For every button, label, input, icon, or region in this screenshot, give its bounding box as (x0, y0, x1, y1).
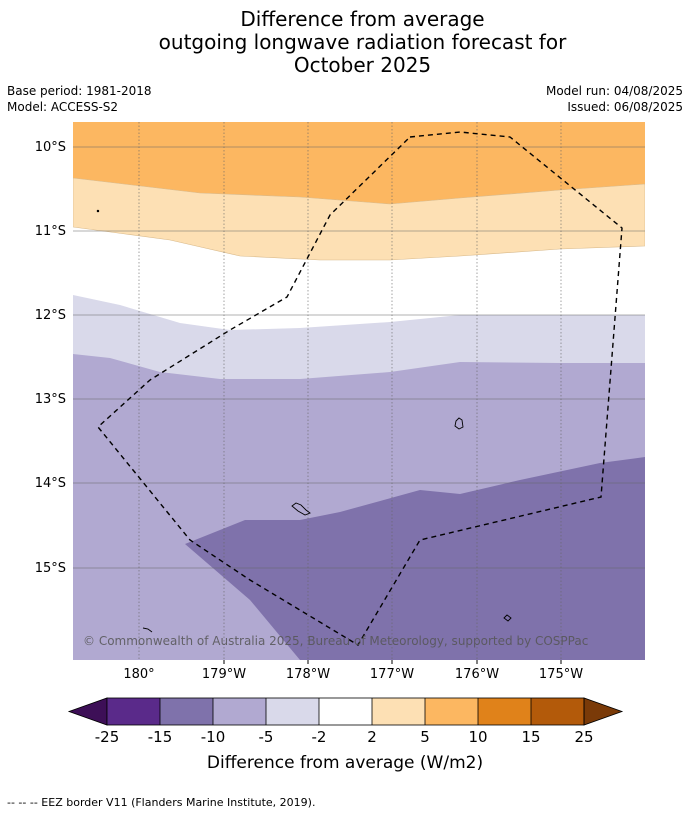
lon-label: 178°W (286, 667, 330, 682)
lat-label: 10°S (35, 140, 66, 155)
map-title: Difference from average outgoing longwav… (0, 8, 690, 77)
lat-label: 13°S (35, 392, 66, 407)
colorbar-segment (160, 698, 213, 725)
anomaly-band-medium-purple (185, 457, 645, 660)
title-line-2: outgoing longwave radiation forecast for (158, 30, 567, 54)
colorbar-segment (213, 698, 266, 725)
lon-label: 176°W (455, 667, 499, 682)
issued-date: Issued: 06/08/2025 (567, 100, 683, 114)
colorbar-segment (107, 698, 160, 725)
colorbar-segment (266, 698, 319, 725)
model-name: Model: ACCESS-S2 (7, 100, 119, 114)
eez-footnote: -- -- -- EEZ border V11 (Flanders Marine… (7, 796, 316, 809)
colorbar-tick-label: 5 (420, 728, 430, 746)
colorbar-segment (372, 698, 425, 725)
colorbar-segment (531, 698, 584, 725)
latitude-labels: 10°S 11°S 12°S 13°S 14°S 15°S (35, 140, 66, 576)
base-period: Base period: 1981-2018 (7, 84, 152, 98)
colorbar-tick-label: 25 (574, 728, 594, 746)
map-area: © Commonwealth of Australia 2025, Bureau… (73, 122, 645, 660)
lon-label: 175°W (539, 667, 583, 682)
meta-left: Base period: 1981-2018 Model: ACCESS-S2 (7, 83, 152, 115)
model-run: Model run: 04/08/2025 (545, 84, 683, 98)
lat-label: 12°S (35, 308, 66, 323)
anomaly-band-light-orange (73, 177, 645, 261)
colorbar-extend-right (583, 697, 624, 726)
colorbar-segment (425, 698, 478, 725)
copyright-notice: © Commonwealth of Australia 2025, Bureau… (83, 634, 588, 648)
colorbar-segment (319, 698, 372, 725)
lon-label: 177°W (370, 667, 414, 682)
meta-right: Model run: 04/08/2025 Issued: 06/08/2025 (546, 83, 683, 115)
title-line-1: Difference from average (240, 7, 485, 31)
colorbar-segment (478, 698, 531, 725)
colorbar-tick-label: -15 (147, 728, 173, 746)
colorbar-tick-label: -25 (94, 728, 120, 746)
islands (96, 209, 512, 633)
anomaly-band-orange (73, 122, 645, 204)
colorbar-title: Difference from average (W/m2) (206, 753, 484, 773)
lat-label: 15°S (35, 561, 66, 576)
longitude-labels: 180° 179°W 178°W 177°W 176°W 175°W (123, 660, 583, 682)
colorbar-tick-label: 15 (521, 728, 541, 746)
colorbar-tick-label: -5 (258, 728, 274, 746)
lat-label: 11°S (35, 224, 66, 239)
colorbar-extend-left (67, 697, 108, 726)
eez-border (97, 131, 623, 646)
colorbar-tick-label: -10 (200, 728, 226, 746)
colorbar-dividers (159, 698, 532, 725)
colorbar-outline (106, 697, 585, 726)
island-2 (291, 502, 311, 516)
colorbar-tick-label: 10 (468, 728, 488, 746)
island-5 (96, 209, 100, 213)
graticule (73, 122, 645, 660)
lon-label: 180° (123, 667, 154, 682)
title-line-3: October 2025 (293, 53, 432, 77)
colorbar (67, 697, 624, 726)
lon-label: 179°W (202, 667, 246, 682)
colorbar-tick-label: 2 (367, 728, 377, 746)
island-4 (142, 627, 153, 633)
colorbar-tick-label: -2 (311, 728, 327, 746)
island-1 (454, 417, 464, 430)
island-3 (503, 614, 512, 622)
lat-label: 14°S (35, 476, 66, 491)
